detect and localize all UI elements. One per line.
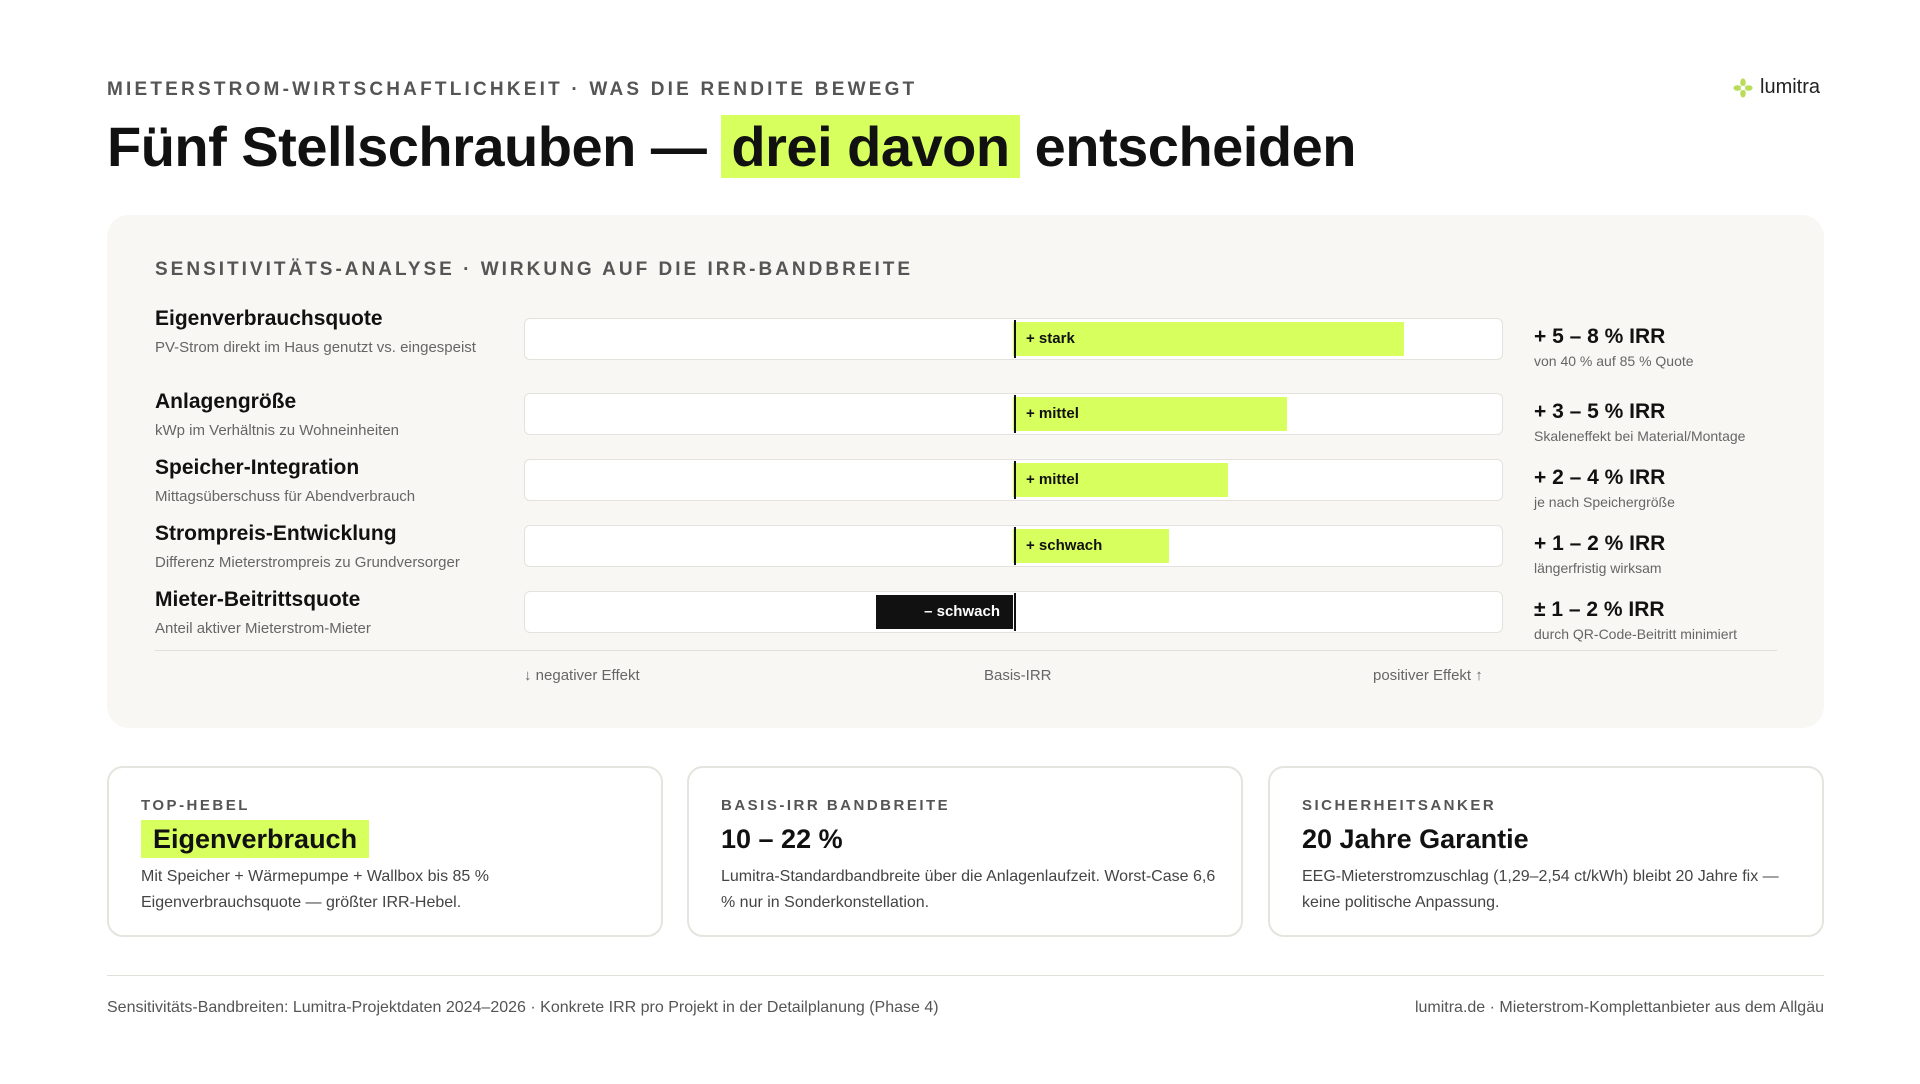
card-text: Mit Speicher + Wärmepumpe + Wallbox bis … <box>141 868 489 911</box>
title-highlight: drei davon <box>721 115 1020 178</box>
page-title: Fünf Stellschrauben — drei davon entsche… <box>107 112 1356 182</box>
card-top-lever: TOP-HEBEL Eigenverbrauch Mit Speicher + … <box>107 766 663 937</box>
zero-axis-line <box>1014 461 1016 499</box>
card-label: TOP-HEBEL <box>141 797 250 814</box>
row-name: Eigenverbrauchsquote <box>155 307 383 330</box>
bar: + mittel <box>1013 397 1287 431</box>
bar: + stark <box>1013 322 1405 356</box>
footer-source: Sensitivitäts-Bandbreiten: Lumitra-Proje… <box>107 999 939 1016</box>
row-description: PV-Strom direkt im Haus genutzt vs. eing… <box>155 339 476 356</box>
card-value: 10 – 22 % <box>721 824 843 854</box>
sensitivity-chart: SENSITIVITÄTS-ANALYSE · WIRKUNG AUF DIE … <box>107 215 1824 728</box>
title-start: Fünf Stellschrauben — <box>107 115 707 178</box>
chart-separator <box>155 650 1777 651</box>
zero-axis-line <box>1014 320 1016 358</box>
flower-icon <box>1733 77 1753 98</box>
row-name: Mieter-Beitrittsquote <box>155 588 361 611</box>
row-irr-value: + 1 – 2 % IRR <box>1534 532 1666 555</box>
card-value: Eigenverbrauch <box>141 820 370 858</box>
axis-label-center: Basis-IRR <box>984 667 1052 684</box>
logo-text: lumitra <box>1760 76 1821 98</box>
footer-company: lumitra.de · Mieterstrom-Komplettanbiete… <box>1414 999 1824 1016</box>
axis-label-negative: ↓ negativer Effekt <box>524 667 640 684</box>
zero-axis-line <box>1014 395 1016 433</box>
title-end: entscheiden <box>1034 115 1357 178</box>
row-irr-value: + 2 – 4 % IRR <box>1534 466 1666 489</box>
eyebrow: MIETERSTROM-WIRTSCHAFTLICHKEIT · WAS DIE… <box>107 79 918 100</box>
row-name: Strompreis-Entwicklung <box>155 522 397 545</box>
chart-title: SENSITIVITÄTS-ANALYSE · WIRKUNG AUF DIE … <box>155 259 914 280</box>
zero-axis-line <box>1014 593 1016 631</box>
zero-axis-line <box>1014 527 1016 565</box>
row-description: Differenz Mieterstrompreis zu Grundverso… <box>155 554 460 571</box>
row-name: Speicher-Integration <box>155 456 360 479</box>
card-safety-anchor: SICHERHEITSANKER 20 Jahre Garantie EEG-M… <box>1268 766 1824 937</box>
row-description: Mittagsüberschuss für Abendverbrauch <box>155 488 416 505</box>
row-irr-note: je nach Speichergröße <box>1534 494 1675 510</box>
row-irr-note: längerfristig wirksam <box>1534 560 1662 576</box>
card-value: 20 Jahre Garantie <box>1302 824 1529 854</box>
row-irr-note: durch QR-Code-Beitritt minimiert <box>1534 626 1738 642</box>
row-name: Anlagengröße <box>155 390 297 413</box>
row-irr-note: Skaleneffekt bei Material/Montage <box>1534 428 1746 444</box>
card-label: SICHERHEITSANKER <box>1302 797 1497 814</box>
bar: – schwach <box>876 595 1013 629</box>
card-text: Lumitra-Standardbandbreite über die Anla… <box>721 868 1216 911</box>
logo: lumitra <box>1732 76 1820 99</box>
card-base-irr: BASIS-IRR BANDBREITE 10 – 22 % Lumitra-S… <box>687 766 1243 937</box>
card-label: BASIS-IRR BANDBREITE <box>721 797 951 814</box>
row-irr-note: von 40 % auf 85 % Quote <box>1534 353 1694 369</box>
bar: + schwach <box>1013 529 1170 563</box>
row-irr-value: + 3 – 5 % IRR <box>1534 400 1666 423</box>
row-description: kWp im Verhältnis zu Wohneinheiten <box>155 422 400 439</box>
row-description: Anteil aktiver Mieterstrom-Mieter <box>155 620 371 637</box>
axis-label-positive: positiver Effekt ↑ <box>1373 667 1483 684</box>
footer-divider <box>107 975 1824 976</box>
row-irr-value: ± 1 – 2 % IRR <box>1534 598 1665 621</box>
card-text: EEG-Mieterstromzuschlag (1,29–2,54 ct/kW… <box>1302 868 1779 911</box>
row-irr-value: + 5 – 8 % IRR <box>1534 325 1666 348</box>
bar: + mittel <box>1013 463 1229 497</box>
bar-track <box>524 591 1503 633</box>
